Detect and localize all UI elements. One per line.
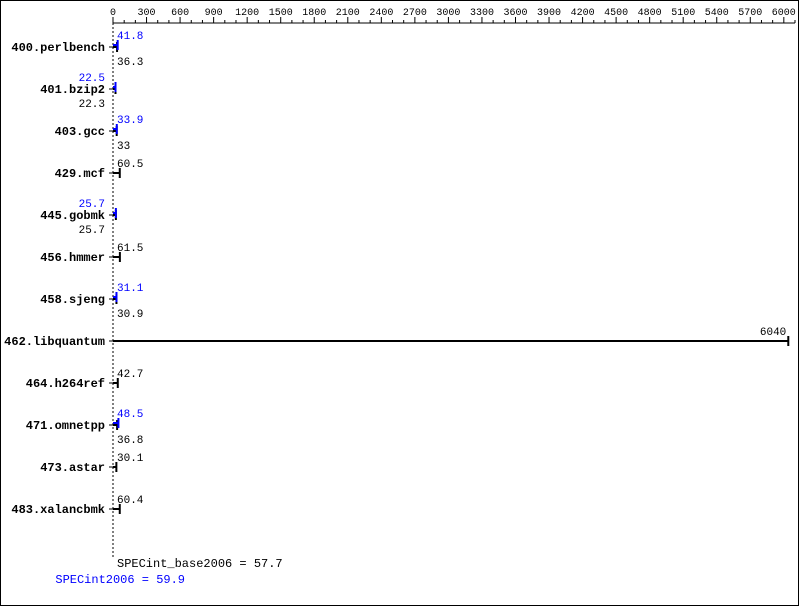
peak-value: 22.5 [79,73,105,85]
base-value: 33 [117,141,130,153]
axis-tick-label: 3900 [537,8,561,19]
axis-tick-label: 2100 [336,8,360,19]
base-value: 60.5 [117,159,143,171]
base-value: 60.4 [117,495,144,507]
base-value: 6040 [760,327,786,339]
peak-value: 25.7 [79,199,105,211]
benchmark-label: 462.libquantum [4,335,105,349]
axis-tick-label: 1500 [269,8,293,19]
axis-tick-label: 6000 [772,8,796,19]
base-value: 36.3 [117,57,143,69]
base-value: 22.3 [79,99,105,111]
summary-base: SPECint_base2006 = 57.7 [117,557,283,571]
peak-value: 31.1 [117,283,144,295]
axis-tick-label: 300 [138,8,156,19]
benchmark-label: 456.hmmer [40,251,105,265]
axis-tick-label: 4800 [638,8,662,19]
axis-tick-label: 900 [205,8,223,19]
axis-tick-label: 600 [171,8,189,19]
peak-value: 33.9 [117,115,143,127]
axis-tick-label: 2700 [403,8,427,19]
axis-tick-label: 4200 [571,8,595,19]
benchmark-label: 401.bzip2 [40,83,105,97]
axis-tick-label: 1800 [302,8,326,19]
benchmark-label: 458.sjeng [40,293,105,307]
base-value: 25.7 [79,225,105,237]
benchmark-label: 445.gobmk [40,209,105,223]
benchmark-label: 400.perlbench [11,41,105,55]
base-value: 36.8 [117,435,143,447]
summary-peak: SPECint2006 = 59.9 [55,573,185,587]
benchmark-label: 429.mcf [55,167,105,181]
axis-tick-label: 5100 [671,8,695,19]
axis-tick-label: 3000 [436,8,460,19]
benchmark-label: 403.gcc [55,125,105,139]
benchmark-label: 464.h264ref [26,377,105,391]
peak-value: 41.8 [117,31,143,43]
benchmark-label: 483.xalancbmk [11,503,105,517]
spec-chart: 0 300 600 900 1200 1500 1800 2100 2400 2700 3000 33… [0,0,799,606]
axis-tick-label: 5700 [738,8,762,19]
axis-tick-label: 5400 [705,8,729,19]
axis-tick-label: 3600 [503,8,527,19]
base-value: 30.9 [117,309,143,321]
benchmark-label: 473.astar [40,461,105,475]
peak-value: 48.5 [117,409,143,421]
axis-tick-label: 4500 [604,8,628,19]
axis-tick-label: 0 [110,8,116,19]
axis-tick-label: 3300 [470,8,494,19]
benchmark-label: 471.omnetpp [26,419,105,433]
base-value: 30.1 [117,453,144,465]
axis-tick-label: 2400 [369,8,393,19]
axis-tick-label: 1200 [235,8,259,19]
base-value: 61.5 [117,243,143,255]
base-value: 42.7 [117,369,143,381]
